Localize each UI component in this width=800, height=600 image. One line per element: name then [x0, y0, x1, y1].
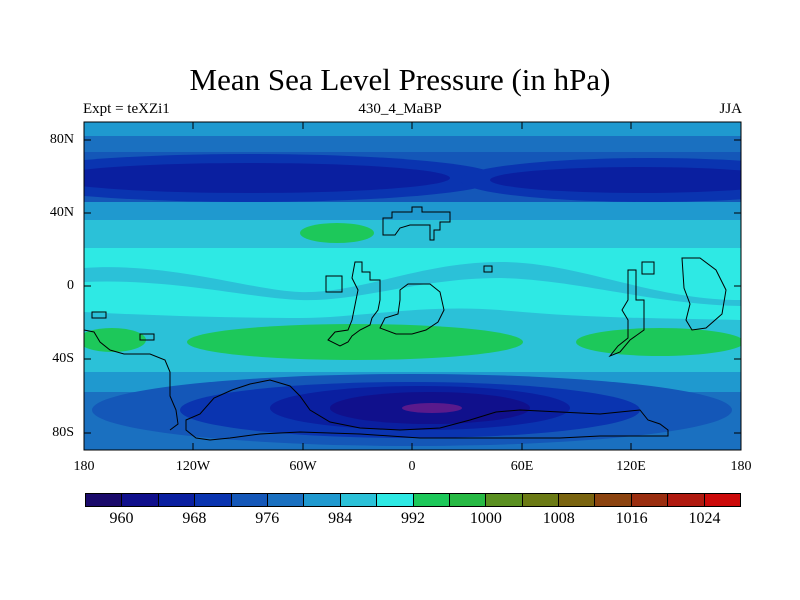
- colorbar-swatch: [558, 493, 596, 507]
- coast-outline-west: [84, 329, 179, 431]
- colorbar-label: 984: [328, 510, 353, 527]
- colorbar-label: 1000: [469, 510, 502, 527]
- colorbar-label: 1016: [615, 510, 648, 527]
- y-tick-label: 40N: [49, 205, 74, 220]
- island-outline-small: [483, 265, 493, 273]
- continent-outline-far-east: [681, 257, 727, 331]
- sh-high-pacific-east: [576, 328, 741, 356]
- colorbar-swatch: [485, 493, 523, 507]
- x-tick-label: 180: [73, 459, 95, 474]
- colorbar-label: 1008: [542, 510, 575, 527]
- colorbar-label: 976: [255, 510, 280, 527]
- colorbar-swatch: [703, 493, 742, 507]
- colorbar-label: 1024: [688, 510, 721, 527]
- small-island-outline-2: [139, 333, 155, 341]
- y-tick-label: 80N: [49, 132, 74, 147]
- island-outline: [325, 275, 343, 293]
- colorbar-label: 992: [401, 510, 425, 527]
- continent-outline-africa: [327, 261, 381, 347]
- sh-high-atlantic: [187, 324, 523, 360]
- colorbar-swatch: [630, 493, 669, 507]
- nh-high-atlantic: [300, 223, 374, 243]
- colorbar-swatch: [157, 493, 196, 507]
- colorbar-swatch: [121, 493, 159, 507]
- y-tick-label: 80S: [52, 425, 74, 440]
- x-tick-label: 120W: [175, 459, 211, 474]
- s-trough-core: [402, 403, 462, 413]
- colorbar-swatch: [448, 493, 487, 507]
- colorbar-swatch: [521, 493, 560, 507]
- colorbar-label: 960: [109, 510, 134, 527]
- colorbar-swatch: [303, 493, 341, 507]
- continent-outline-east: [608, 269, 645, 358]
- chart-title: Mean Sea Level Pressure (in hPa): [189, 62, 611, 97]
- band-n-1: [84, 136, 741, 152]
- antarctica-outline: [185, 379, 669, 441]
- colorbar-swatch: [376, 493, 414, 507]
- colorbar-swatch: [266, 493, 305, 507]
- band-n-4: [84, 220, 741, 248]
- n-low-west-core: [84, 163, 450, 193]
- colorbar-swatch: [339, 493, 378, 507]
- n-low-east-core: [490, 167, 741, 193]
- colorbar-swatch: [85, 493, 123, 507]
- x-tick-label: 60E: [510, 459, 534, 474]
- island-outline-east: [641, 261, 655, 275]
- y-tick-label: 40S: [52, 351, 74, 366]
- colorbar: [85, 493, 742, 507]
- continent-outline-north: [382, 206, 451, 241]
- colorbar-swatch: [412, 493, 450, 507]
- continent-outline-europe: [379, 283, 445, 335]
- colorbar-swatch: [594, 493, 632, 507]
- small-island-outline: [91, 311, 107, 319]
- x-tick-label: 180: [730, 459, 752, 474]
- x-tick-label: 60W: [289, 459, 317, 474]
- sh-high-pacific-west: [84, 328, 146, 352]
- tropical-core: [84, 278, 741, 320]
- colorbar-swatch: [667, 493, 705, 507]
- colorbar-label: 968: [182, 510, 207, 527]
- colorbar-swatch: [230, 493, 268, 507]
- y-tick-label: 0: [67, 278, 74, 293]
- colorbar-swatch: [194, 493, 232, 507]
- x-tick-label: 120E: [616, 459, 646, 474]
- season-label: JJA: [719, 101, 742, 117]
- x-tick-label: 0: [408, 459, 416, 474]
- period-label: 430_4_MaBP: [358, 101, 442, 117]
- experiment-label: Expt = teXZi1: [83, 101, 170, 117]
